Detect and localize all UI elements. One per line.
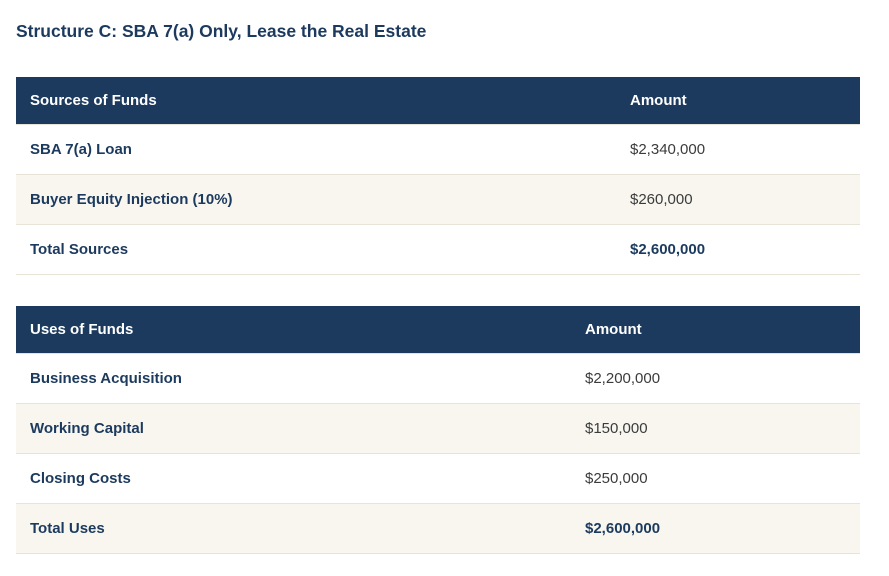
- sources-amount-header-cell: Amount: [616, 77, 860, 125]
- row-amount: $2,600,000: [571, 503, 860, 554]
- uses-of-funds-table: Uses of Funds Amount Business Acquisitio…: [16, 306, 860, 554]
- row-label: SBA 7(a) Loan: [16, 124, 616, 175]
- uses-table-header-row: Uses of Funds Amount: [16, 306, 860, 354]
- row-label: Business Acquisition: [16, 353, 571, 404]
- row-amount: $2,340,000: [616, 124, 860, 175]
- row-amount: $2,600,000: [616, 224, 860, 275]
- row-amount: $250,000: [571, 453, 860, 504]
- table-row-business-acquisition: Business Acquisition $2,200,000: [16, 353, 860, 404]
- table-row-buyer-equity: Buyer Equity Injection (10%) $260,000: [16, 174, 860, 225]
- sources-of-funds-table: Sources of Funds Amount SBA 7(a) Loan $2…: [16, 77, 860, 275]
- row-label: Working Capital: [16, 403, 571, 454]
- uses-amount-header-cell: Amount: [571, 306, 860, 354]
- row-amount: $260,000: [616, 174, 860, 225]
- uses-of-funds-header-cell: Uses of Funds: [16, 306, 571, 354]
- page-title: Structure C: SBA 7(a) Only, Lease the Re…: [16, 21, 427, 41]
- row-amount: $2,200,000: [571, 353, 860, 404]
- row-label: Buyer Equity Injection (10%): [16, 174, 616, 225]
- table-row-closing-costs: Closing Costs $250,000: [16, 453, 860, 504]
- sources-table-header-row: Sources of Funds Amount: [16, 77, 860, 125]
- table-gap: [16, 275, 860, 306]
- table-row-total-uses: Total Uses $2,600,000: [16, 503, 860, 554]
- table-row-working-capital: Working Capital $150,000: [16, 403, 860, 454]
- row-label: Total Uses: [16, 503, 571, 554]
- row-amount: $150,000: [571, 403, 860, 454]
- sources-of-funds-header-cell: Sources of Funds: [16, 77, 616, 125]
- table-row-total-sources: Total Sources $2,600,000: [16, 224, 860, 275]
- row-label: Total Sources: [16, 224, 616, 275]
- table-row-sba-loan: SBA 7(a) Loan $2,340,000: [16, 124, 860, 175]
- row-label: Closing Costs: [16, 453, 571, 504]
